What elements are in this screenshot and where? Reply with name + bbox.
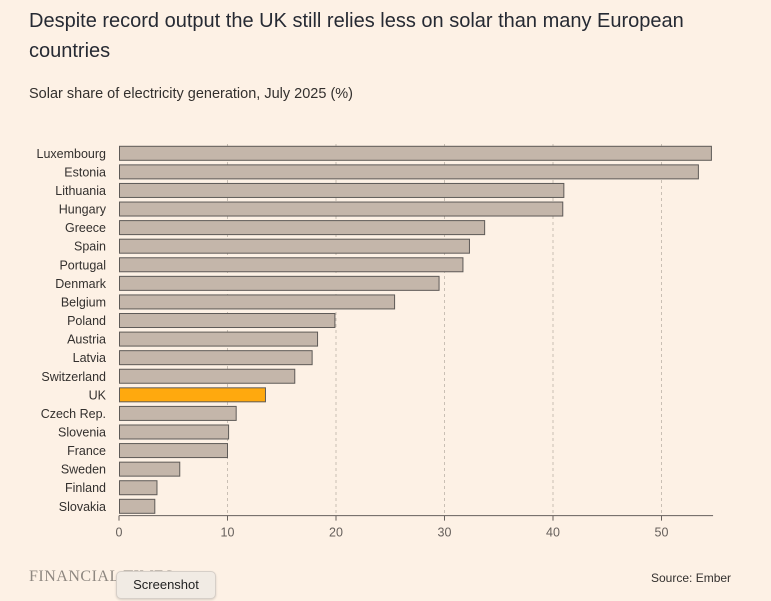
category-label: Greece: [65, 221, 106, 235]
category-label: Belgium: [61, 295, 106, 309]
category-label: Luxembourg: [37, 147, 107, 161]
category-label: Portugal: [59, 258, 106, 272]
category-label: Estonia: [64, 165, 106, 179]
category-label: Finland: [65, 481, 106, 495]
bar-denmark: [119, 275, 440, 291]
bar-greece: [119, 220, 486, 236]
bar-france: [119, 443, 228, 459]
bar-spain: [119, 238, 470, 254]
category-label: UK: [89, 388, 107, 402]
category-label: Sweden: [61, 463, 106, 477]
category-label: Denmark: [55, 277, 106, 291]
bar-switzerland: [119, 368, 296, 384]
chart-title: Despite record output the UK still relie…: [29, 10, 684, 62]
category-label: Slovenia: [58, 425, 106, 439]
category-label: Czech Rep.: [41, 407, 106, 421]
bar-luxembourg: [119, 145, 712, 161]
bar-uk: [119, 387, 266, 403]
x-tick-label: 10: [221, 526, 235, 540]
bar-austria: [119, 331, 319, 347]
category-label: Latvia: [73, 351, 106, 365]
x-tick-label: 30: [438, 526, 452, 540]
bar-slovakia: [119, 498, 156, 514]
chart-subtitle: Solar share of electricity generation, J…: [29, 86, 353, 102]
screenshot-button[interactable]: Screenshot: [116, 571, 216, 599]
x-tick-label: 20: [329, 526, 343, 540]
category-label: Spain: [74, 240, 106, 254]
bar-belgium: [119, 294, 396, 310]
x-tick-label: 50: [655, 526, 669, 540]
bar-hungary: [119, 201, 564, 217]
category-label: Switzerland: [41, 370, 106, 384]
category-label: France: [67, 444, 106, 458]
category-label: Poland: [67, 314, 106, 328]
x-tick-label: 0: [116, 526, 123, 540]
bar-czech-rep: [119, 405, 237, 421]
bar-poland: [119, 313, 336, 329]
source-note: Source: Ember: [651, 571, 732, 585]
bar-sweden: [119, 461, 181, 477]
category-label: Hungary: [59, 203, 107, 217]
category-label: Austria: [67, 333, 106, 347]
bar-slovenia: [119, 424, 230, 440]
bar-lithuania: [119, 182, 565, 198]
category-label: Slovakia: [59, 500, 106, 514]
bar-estonia: [119, 164, 699, 180]
bar-finland: [119, 480, 158, 496]
bar-portugal: [119, 257, 464, 273]
bar-latvia: [119, 350, 313, 366]
category-label: Lithuania: [55, 184, 106, 198]
x-tick-label: 40: [546, 526, 560, 540]
